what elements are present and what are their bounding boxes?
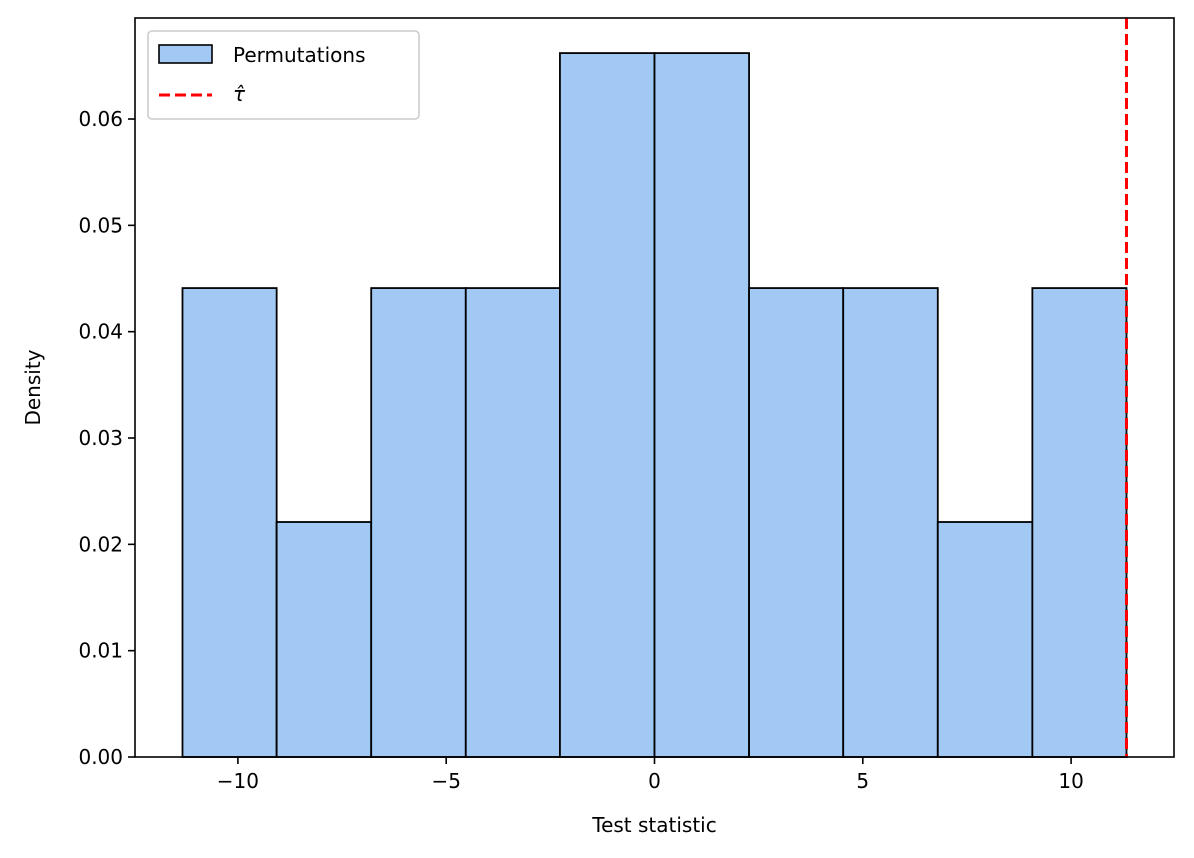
histogram-bar [370, 287, 467, 758]
x-tick-label: −10 [217, 769, 259, 793]
legend-box [147, 30, 420, 120]
y-tick-label: 0.02 [78, 532, 123, 556]
y-axis-label: Density [21, 349, 45, 425]
legend-permutations-label: Permutations [233, 43, 366, 67]
x-tick-label: 0 [648, 769, 661, 793]
histogram-bar [1031, 287, 1128, 758]
y-tick-label: 0.05 [78, 213, 123, 237]
legend-permutations-swatch [158, 44, 213, 64]
x-tick-label: 10 [1058, 769, 1083, 793]
histogram-bar [748, 287, 845, 758]
histogram-bars [181, 52, 1128, 758]
y-tick-label: 0.01 [78, 639, 123, 663]
histogram-bar [936, 521, 1034, 758]
y-tick-label: 0.00 [78, 745, 123, 769]
x-tick-label: −5 [431, 769, 460, 793]
histogram-bar [181, 287, 278, 758]
x-axis: −10 −5 0 5 10 [217, 757, 1084, 793]
y-axis: 0.00 0.01 0.02 0.03 0.04 0.05 0.06 [78, 107, 135, 769]
y-tick-label: 0.06 [78, 107, 123, 131]
histogram-bar [559, 52, 656, 758]
histogram-bar [842, 287, 939, 758]
x-axis-label: Test statistic [591, 813, 716, 837]
y-tick-label: 0.03 [78, 426, 123, 450]
x-tick-label: 5 [856, 769, 869, 793]
histogram-bar [275, 521, 373, 758]
histogram-bar [464, 287, 561, 758]
y-tick-label: 0.04 [78, 320, 123, 344]
legend-tau-label: τ̂ [233, 82, 246, 106]
histogram-bar [653, 52, 750, 758]
legend: Permutations τ̂ [147, 30, 420, 120]
